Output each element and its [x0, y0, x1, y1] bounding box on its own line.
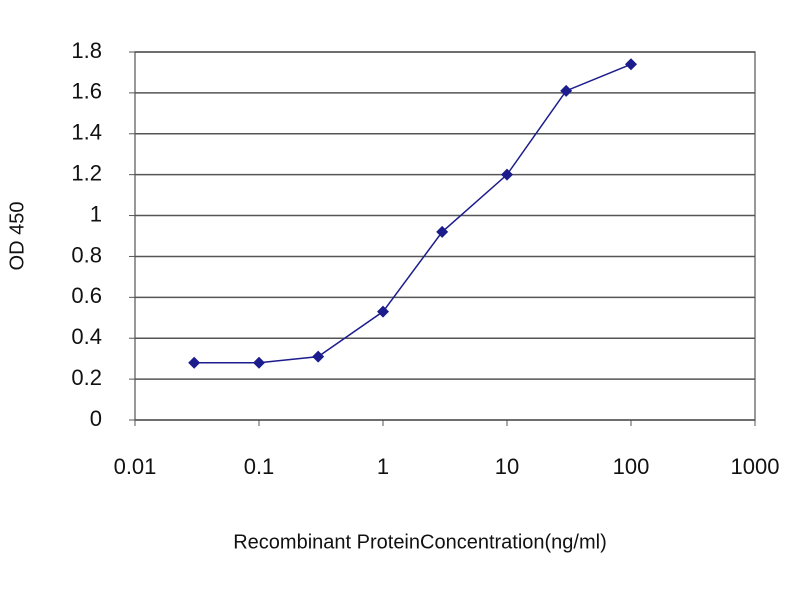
line: [194, 63, 632, 364]
marker: [625, 58, 637, 71]
y-tick-label: 1.4: [71, 120, 102, 145]
marker: [436, 225, 449, 238]
x-tick-label: 100: [613, 454, 650, 479]
marker: [560, 84, 573, 97]
y-tick-label: 1: [90, 201, 102, 226]
marker: [501, 168, 513, 181]
x-tick-label: 0.1: [244, 454, 275, 479]
y-tick-label: 1.6: [71, 79, 102, 104]
marker: [312, 350, 325, 363]
y-tick-label: 1.2: [71, 160, 102, 185]
y-tick-label: 0.6: [71, 283, 102, 308]
x-tick-label: 1000: [731, 454, 780, 479]
y-tick-label: 0: [90, 406, 102, 431]
marker: [377, 305, 389, 318]
y-tick-label: 0.8: [71, 242, 102, 267]
marker: [188, 356, 201, 369]
x-tick-label: 1: [377, 454, 389, 479]
y-tick-label: 0.4: [71, 324, 102, 349]
x-axis-label: Recombinant ProteinConcentration(ng/ml): [233, 531, 607, 553]
marker: [253, 356, 265, 369]
y-tick-label: 0.2: [71, 365, 102, 390]
y-tick-label: 1.8: [71, 38, 102, 63]
x-tick-label: 10: [495, 454, 519, 479]
y-axis-label: OD 450: [6, 202, 28, 271]
plot-area: [134, 51, 756, 421]
x-tick-label: 0.01: [114, 454, 157, 479]
